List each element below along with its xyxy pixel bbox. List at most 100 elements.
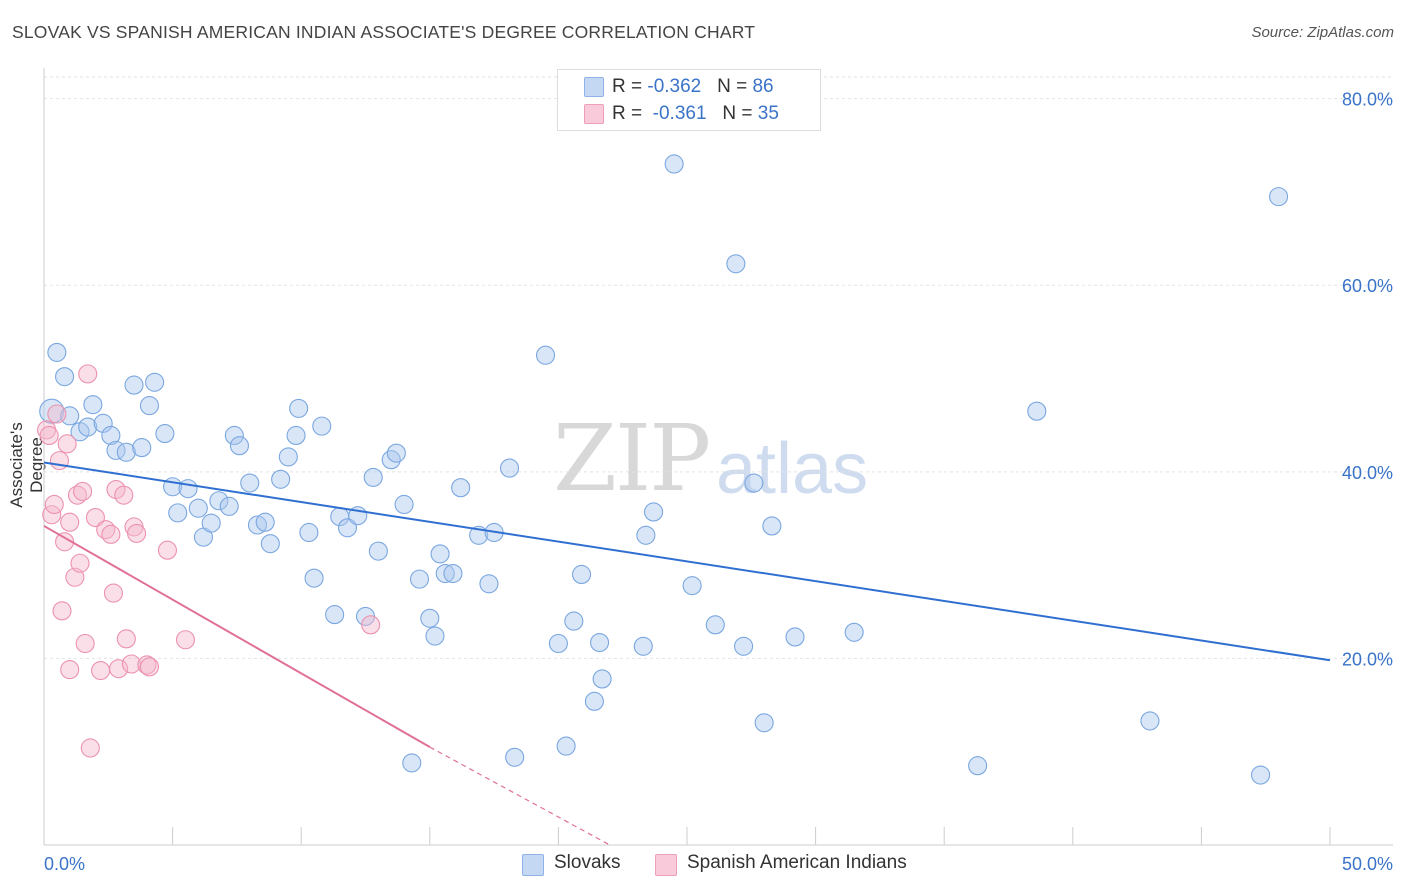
source-label: Source: ZipAtlas.com [1251, 24, 1394, 41]
point-slovaks [762, 516, 782, 536]
point-slovaks [505, 747, 525, 767]
watermark-zip: ZIP [553, 405, 711, 512]
point-spanish-american-indians [101, 524, 121, 544]
y-tick-label: 60.0% [1342, 276, 1393, 296]
point-slovaks [116, 442, 136, 462]
point-slovaks [548, 633, 568, 654]
point-slovaks [83, 395, 103, 415]
bottom-legend-label-slovaks: Slovaks [554, 852, 621, 873]
point-slovaks [409, 569, 430, 589]
x-tick-label-max: 50.0% [1342, 854, 1393, 874]
point-spanish-american-indians [114, 485, 134, 505]
x-tick-label-min: 0.0% [44, 854, 85, 874]
trendline-spanish-american-indians [43, 525, 431, 748]
y-tick-label: 40.0% [1342, 463, 1393, 483]
point-slovaks [132, 438, 152, 458]
point-spanish-american-indians [109, 659, 129, 679]
point-spanish-american-indians [60, 660, 80, 680]
point-slovaks [726, 254, 746, 274]
point-spanish-american-indians [361, 615, 381, 635]
point-slovaks [209, 491, 229, 511]
point-slovaks [571, 564, 592, 585]
point-slovaks [451, 478, 471, 498]
point-slovaks [633, 636, 653, 656]
point-spanish-american-indians [75, 633, 95, 654]
point-slovaks [363, 467, 383, 487]
point-slovaks [754, 713, 774, 733]
point-slovaks [188, 498, 208, 518]
point-slovaks [299, 522, 319, 543]
point-slovaks [644, 502, 664, 522]
point-slovaks [278, 447, 298, 467]
correlation-legend: R = -0.362 N = 86 R = -0.361 N = 35 [557, 69, 821, 131]
point-slovaks [271, 469, 291, 489]
bottom-legend-swatch-spanish-american-indians [655, 854, 677, 876]
point-slovaks [744, 473, 764, 493]
point-spanish-american-indians [60, 512, 80, 532]
point-slovaks [1269, 187, 1289, 207]
point-spanish-american-indians [57, 434, 77, 454]
point-spanish-american-indians [67, 485, 87, 505]
point-slovaks [592, 669, 612, 689]
point-spanish-american-indians [91, 660, 111, 681]
point-slovaks [430, 544, 450, 564]
point-slovaks [304, 568, 324, 588]
y-tick-label: 80.0% [1342, 90, 1393, 110]
point-slovaks [556, 736, 576, 756]
point-spanish-american-indians [49, 451, 69, 471]
legend-swatch-slovaks [584, 77, 604, 97]
point-slovaks [664, 154, 684, 174]
point-spanish-american-indians [44, 494, 64, 515]
point-spanish-american-indians [116, 629, 136, 649]
point-slovaks [425, 626, 445, 646]
point-slovaks [535, 345, 556, 365]
point-slovaks [155, 424, 175, 444]
point-slovaks [1027, 401, 1047, 421]
point-slovaks [386, 443, 406, 463]
chart-title: SLOVAK VS SPANISH AMERICAN INDIAN ASSOCI… [12, 22, 756, 42]
point-slovaks [968, 756, 988, 776]
point-slovaks [705, 615, 725, 635]
point-slovaks [584, 691, 604, 711]
point-slovaks [402, 753, 422, 773]
point-slovaks [564, 611, 584, 631]
point-slovaks [289, 398, 309, 418]
point-slovaks [286, 425, 306, 445]
point-slovaks [368, 541, 388, 561]
point-slovaks [124, 375, 144, 395]
trendline-extension-spanish-american-indians [429, 746, 611, 846]
point-slovaks [381, 450, 401, 470]
point-slovaks [435, 563, 455, 584]
point-slovaks [590, 633, 610, 653]
y-tick-label: 20.0% [1342, 649, 1393, 669]
point-slovaks [139, 396, 160, 416]
bottom-legend-label-spanish-american-indians: Spanish American Indians [687, 852, 907, 873]
point-slovaks [420, 608, 440, 628]
point-slovaks [229, 436, 250, 456]
point-slovaks [499, 458, 520, 478]
point-slovaks [844, 622, 864, 642]
trendline-slovaks [43, 461, 1331, 662]
point-slovaks [260, 534, 280, 554]
point-slovaks [636, 525, 656, 545]
point-slovaks [55, 367, 75, 387]
point-slovaks [734, 636, 754, 656]
point-spanish-american-indians [73, 481, 93, 501]
point-slovaks [178, 479, 198, 499]
point-slovaks [247, 515, 268, 535]
point-slovaks [201, 513, 221, 533]
point-slovaks [682, 576, 702, 596]
point-spanish-american-indians [52, 601, 72, 621]
legend-text-spanish-american-indians: R = -0.361 N = 35 [612, 103, 779, 124]
point-slovaks [224, 425, 244, 445]
point-spanish-american-indians [139, 657, 160, 677]
point-slovaks [101, 425, 121, 445]
point-slovaks [240, 473, 260, 493]
point-slovaks [394, 494, 414, 515]
point-slovaks [1140, 711, 1160, 731]
point-spanish-american-indians [103, 583, 123, 603]
watermark-atlas: atlas [716, 429, 869, 509]
point-spanish-american-indians [70, 553, 90, 573]
point-slovaks [785, 627, 805, 647]
point-slovaks [1251, 765, 1271, 785]
